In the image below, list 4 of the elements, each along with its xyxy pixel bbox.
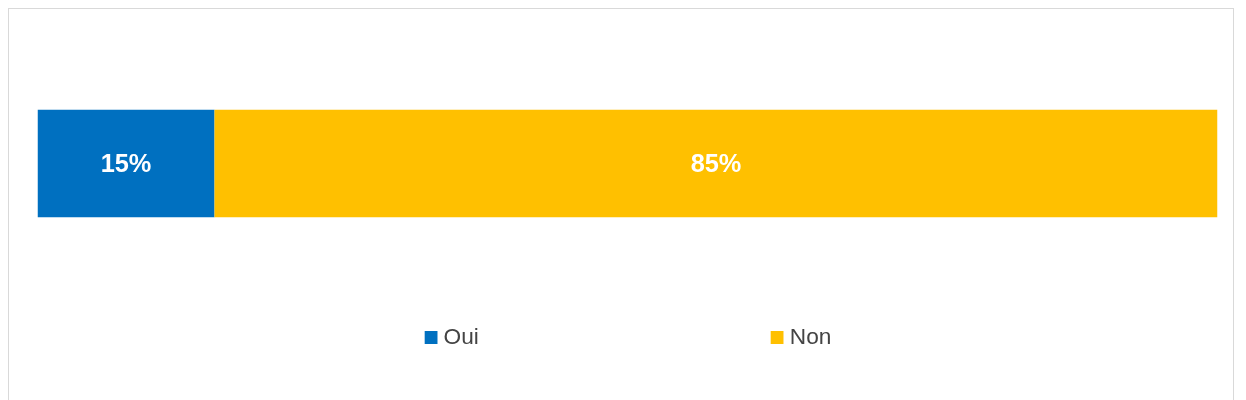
legend-label: Non	[789, 323, 832, 350]
data-label: 15%	[100, 149, 152, 178]
legend-label: Oui	[443, 323, 479, 350]
data-label: 85%	[690, 149, 742, 178]
